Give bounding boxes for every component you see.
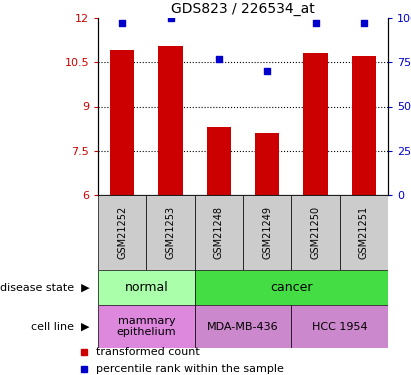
Point bbox=[264, 68, 270, 74]
Title: GDS823 / 226534_at: GDS823 / 226534_at bbox=[171, 2, 315, 16]
Point bbox=[312, 20, 319, 26]
Bar bbox=[110, 51, 134, 195]
Bar bbox=[243, 195, 291, 270]
Text: normal: normal bbox=[125, 281, 168, 294]
Text: GSM21249: GSM21249 bbox=[262, 206, 272, 259]
Text: mammary
epithelium: mammary epithelium bbox=[117, 316, 176, 337]
Bar bbox=[98, 195, 146, 270]
Text: cell line  ▶: cell line ▶ bbox=[31, 321, 90, 332]
Text: HCC 1954: HCC 1954 bbox=[312, 321, 367, 332]
Text: GSM21253: GSM21253 bbox=[166, 206, 175, 259]
Text: GSM21252: GSM21252 bbox=[117, 206, 127, 259]
Text: GSM21250: GSM21250 bbox=[310, 206, 321, 259]
Bar bbox=[339, 195, 388, 270]
Text: GSM21251: GSM21251 bbox=[359, 206, 369, 259]
Point bbox=[119, 20, 125, 26]
Bar bbox=[255, 133, 279, 195]
Bar bbox=[195, 195, 243, 270]
Text: percentile rank within the sample: percentile rank within the sample bbox=[96, 364, 284, 374]
Bar bbox=[158, 46, 182, 195]
Text: MDA-MB-436: MDA-MB-436 bbox=[207, 321, 279, 332]
Bar bbox=[303, 53, 328, 195]
Bar bbox=[352, 56, 376, 195]
Bar bbox=[146, 195, 195, 270]
Text: disease state  ▶: disease state ▶ bbox=[0, 282, 90, 292]
Point bbox=[215, 56, 222, 62]
Text: cancer: cancer bbox=[270, 281, 313, 294]
Point bbox=[167, 15, 174, 21]
Bar bbox=[98, 305, 195, 348]
Bar bbox=[291, 305, 388, 348]
Bar bbox=[207, 127, 231, 195]
Point bbox=[360, 20, 367, 26]
Text: GSM21248: GSM21248 bbox=[214, 206, 224, 259]
Bar bbox=[195, 270, 388, 305]
Bar bbox=[98, 270, 195, 305]
Bar bbox=[195, 305, 291, 348]
Text: transformed count: transformed count bbox=[96, 347, 200, 357]
Bar bbox=[291, 195, 339, 270]
